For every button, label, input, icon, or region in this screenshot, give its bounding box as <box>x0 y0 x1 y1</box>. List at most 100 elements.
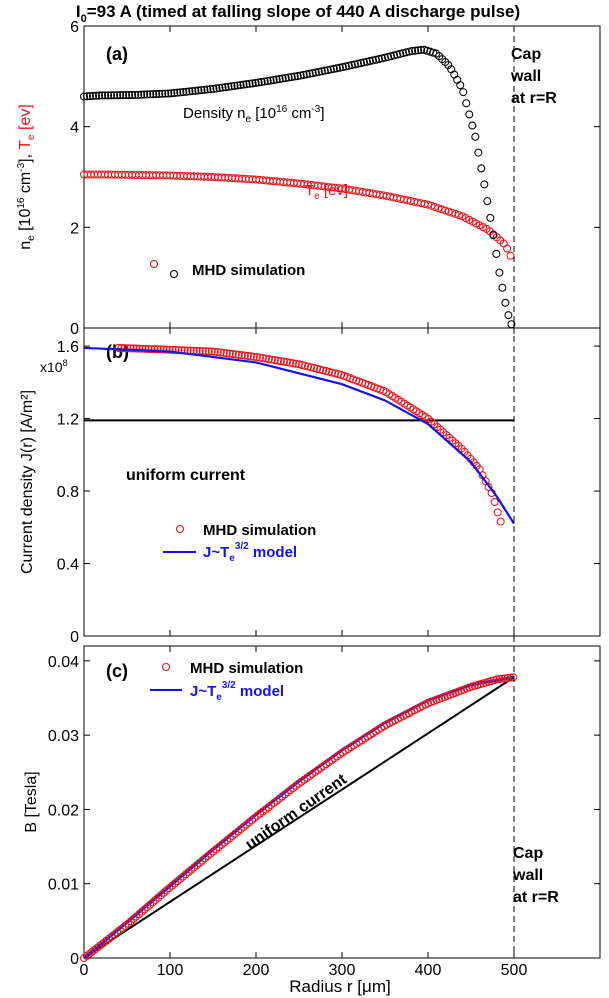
mhd-series-c-point-40 <box>190 863 199 872</box>
density-series-point-75 <box>305 69 314 78</box>
mhd-series-b-point-66 <box>313 364 322 373</box>
legend-c-mhd-label: MHD simulation <box>190 660 303 677</box>
mhd-series-c-point-48 <box>212 845 221 854</box>
density-series-point-88 <box>344 61 353 70</box>
mhd-series-c-point-77 <box>291 781 300 790</box>
mhd-series-c-point-28 <box>157 891 166 900</box>
density-series-point-49 <box>227 82 236 91</box>
mhd-series-c-point-46 <box>206 849 215 858</box>
density-series-point-128 <box>465 110 474 119</box>
panel-a: (a) ne [1016 cm-3], Te [ev] 0 2 4 6 Density… <box>16 19 601 338</box>
mhd-series-b-point-48 <box>258 354 267 363</box>
mhd-series-c-point-68 <box>267 801 276 810</box>
mhd-series-b-point-12 <box>150 345 159 354</box>
mhd-series-c-point-1 <box>82 951 91 960</box>
mhd-series-c-point-6 <box>96 941 105 950</box>
mhd-series-c-point-67 <box>264 803 273 812</box>
density-series-point-46 <box>218 83 227 92</box>
ytick-label-c-3: 0.03 <box>48 728 79 745</box>
density-series-point-136 <box>489 231 498 240</box>
panel-c-ylabel: B [Tesla] <box>23 771 40 832</box>
density-annotation: Density ne [1016 cm-3] <box>183 104 325 125</box>
mhd-series-c-point-29 <box>159 888 168 897</box>
density-series-point-45 <box>215 83 224 93</box>
mhd-series-c-point-62 <box>250 813 259 822</box>
mhd-series-c-point-64 <box>256 809 265 818</box>
density-series-point-8 <box>104 91 113 100</box>
ytick-label-b-2: 0.8 <box>57 484 79 501</box>
density-series-point-38 <box>194 86 203 95</box>
density-series-point-127 <box>462 99 471 108</box>
mhd-series-c-point-9 <box>104 934 113 943</box>
mhd-series-c-point-12 <box>112 928 122 937</box>
density-series-point-84 <box>332 64 341 73</box>
density-series-point-134 <box>483 197 492 206</box>
ytick-label-a-2: 4 <box>70 120 79 137</box>
mhd-series-b-point-9 <box>141 344 150 353</box>
mhd-series-b-point-40 <box>234 350 243 359</box>
mhd-series-c-point-5 <box>93 943 102 952</box>
mhd-series-b-point-46 <box>252 353 261 362</box>
mhd-series-c-point-42 <box>195 858 204 867</box>
mhd-series-b-point-38 <box>228 350 237 359</box>
panel-a-ticks: 0 2 4 6 <box>70 19 600 338</box>
density-series-point-5 <box>95 91 104 100</box>
legend-b-model-label: J~Te3/2 model <box>203 541 297 564</box>
panel-c-frame <box>83 645 601 959</box>
legend-c-mhd-marker <box>161 662 171 672</box>
te-series-point-106 <box>444 207 453 216</box>
density-series-point-81 <box>323 66 332 75</box>
panel-c: (c) B [Tesla] 0 0.01 0.02 0.03 0.04 0 100 200 30… <box>23 645 601 996</box>
density-series-point-92 <box>356 59 365 68</box>
density-series-point-54 <box>242 80 251 89</box>
xtick-label-3: 300 <box>329 962 356 979</box>
panel-c-ticks: 0 0.01 0.02 0.03 0.04 0 100 200 300 400 500 <box>48 646 600 979</box>
mhd-series-c-point-30 <box>162 886 171 895</box>
mhd-series-c-point-56 <box>234 827 243 836</box>
density-series-point-87 <box>341 62 350 71</box>
density-series-point-34 <box>182 87 191 96</box>
mhd-series-b-point-52 <box>270 356 279 365</box>
density-series-point-61 <box>263 76 272 85</box>
te-series-point-105 <box>441 206 450 215</box>
density-series-point-18 <box>134 90 143 99</box>
density-series-point-37 <box>191 86 200 95</box>
mhd-series-b-point-15 <box>159 345 168 354</box>
density-series-point-82 <box>326 65 335 74</box>
legend-a-red-marker <box>149 259 159 269</box>
mhd-series-c-point-14 <box>118 924 127 933</box>
density-series-point-53 <box>239 80 248 89</box>
density-series-point-140 <box>501 298 510 307</box>
te-series-point-107 <box>448 208 457 217</box>
te-series-point-108 <box>451 209 460 218</box>
panel-b-multiplier: x108 <box>40 358 68 375</box>
panel-b-label: (b) <box>106 342 129 362</box>
density-series-point-112 <box>417 45 426 54</box>
mhd-series-b-point-60 <box>294 360 304 369</box>
density-series-point-69 <box>287 73 296 82</box>
xtick-label-5: 500 <box>501 962 528 979</box>
mhd-series-c-point-76 <box>289 783 298 792</box>
te-series-point-102 <box>430 202 439 212</box>
mhd-series-c-point-35 <box>176 874 185 883</box>
mhd-series-c-point-25 <box>148 898 157 907</box>
density-series-point-80 <box>320 66 329 75</box>
wall-annotation-c-3: at r=R <box>513 889 559 906</box>
density-series-point-141 <box>504 311 513 320</box>
density-series-point-47 <box>221 83 230 92</box>
density-series-point-44 <box>212 84 221 93</box>
density-series-point-104 <box>393 50 402 59</box>
mhd-series-c-point-49 <box>214 842 223 852</box>
mhd-series-c-point-17 <box>126 917 135 926</box>
density-series-point-95 <box>365 57 374 66</box>
xtick-label-2: 200 <box>243 962 270 979</box>
density-series-point-14 <box>122 91 131 100</box>
mhd-series-b-point-73 <box>334 370 343 379</box>
mhd-series-c-point-75 <box>286 786 295 795</box>
mhd-series-c-point-7 <box>99 938 108 948</box>
mhd-series-b-point-4 <box>126 344 135 353</box>
xtick-label-4: 400 <box>415 962 442 979</box>
mhd-series-b-point-0 <box>114 343 123 352</box>
density-series-point-66 <box>278 74 287 83</box>
